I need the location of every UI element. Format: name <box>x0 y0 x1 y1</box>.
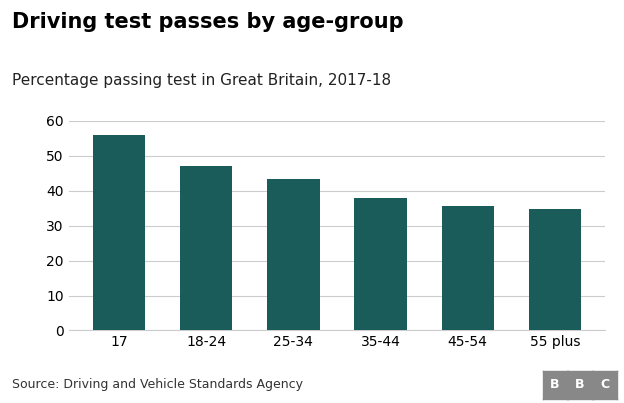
Text: Percentage passing test in Great Britain, 2017-18: Percentage passing test in Great Britain… <box>12 73 392 87</box>
Bar <box>529 209 581 330</box>
Text: C: C <box>600 378 609 391</box>
Bar <box>442 206 494 330</box>
Bar <box>180 166 232 330</box>
Text: B: B <box>550 378 560 391</box>
Bar <box>354 198 407 330</box>
Text: B: B <box>575 378 585 391</box>
Text: Driving test passes by age-group: Driving test passes by age-group <box>12 12 404 32</box>
Text: Source: Driving and Vehicle Standards Agency: Source: Driving and Vehicle Standards Ag… <box>12 378 303 391</box>
Bar <box>93 135 145 330</box>
Bar <box>267 179 319 330</box>
